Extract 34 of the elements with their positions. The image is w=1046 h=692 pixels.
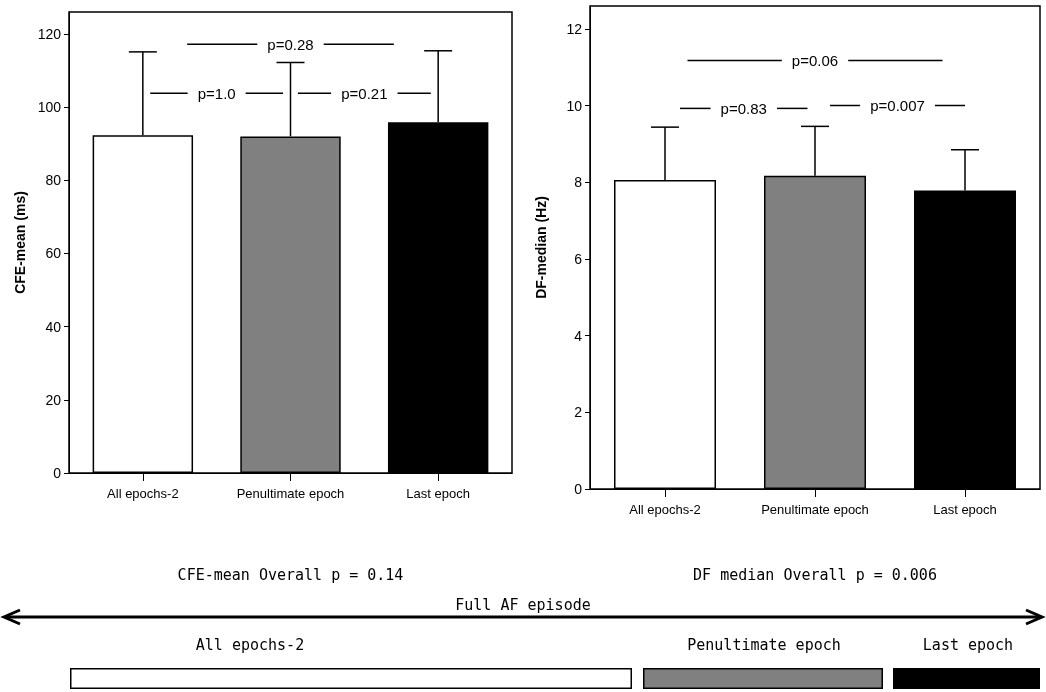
y-tick-label: 4 bbox=[574, 327, 583, 344]
text: Full AF episode bbox=[455, 596, 591, 614]
annotation: p=0.28 bbox=[267, 35, 314, 53]
x-tick-label: Last epoch bbox=[406, 486, 470, 501]
y-tick-label: 12 bbox=[566, 21, 583, 37]
text: Penultimate epoch bbox=[687, 636, 841, 654]
y-tick-label: 60 bbox=[45, 245, 62, 262]
y-tick-label: 0 bbox=[574, 481, 583, 497]
x-tick-label: Penultimate epoch bbox=[761, 502, 869, 517]
y-axis-title: DF-median (Hz) bbox=[533, 196, 549, 299]
annotation: p=0.007 bbox=[870, 97, 925, 114]
annotation: p=0.06 bbox=[791, 52, 839, 70]
x-tick-label: Penultimate epoch bbox=[236, 486, 345, 501]
text: Last epoch bbox=[922, 636, 1014, 654]
x-tick-label: All epochs-2 bbox=[107, 486, 179, 501]
text: All epochs-2 bbox=[195, 636, 305, 654]
y-tick-label: 80 bbox=[45, 172, 62, 189]
annotation: p=1.0 bbox=[197, 84, 236, 102]
text: CFE-mean Overall p = 0.14 bbox=[177, 566, 404, 584]
y-tick-label: 120 bbox=[37, 25, 62, 42]
y-tick-label: 0 bbox=[53, 465, 62, 481]
y-tick-label: 100 bbox=[37, 99, 62, 116]
annotation: p=0.21 bbox=[341, 84, 388, 102]
text: DF median Overall p = 0.006 bbox=[693, 566, 937, 584]
y-tick-label: 2 bbox=[574, 404, 583, 421]
y-axis-title: CFE-mean (ms) bbox=[11, 191, 28, 294]
y-tick-label: 40 bbox=[45, 318, 62, 335]
y-tick-label: 8 bbox=[574, 174, 583, 191]
y-tick-label: 10 bbox=[566, 97, 583, 114]
y-tick-label: 20 bbox=[45, 391, 62, 408]
y-tick-label: 6 bbox=[574, 251, 583, 267]
x-tick-label: Last epoch bbox=[933, 502, 997, 517]
x-tick-label: All epochs-2 bbox=[629, 502, 701, 517]
annotation: p=0.83 bbox=[720, 99, 767, 117]
